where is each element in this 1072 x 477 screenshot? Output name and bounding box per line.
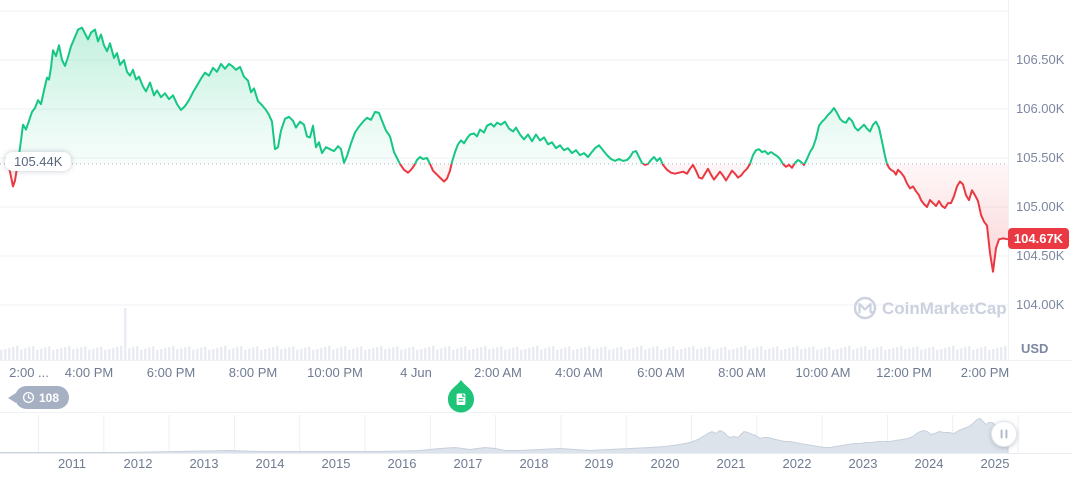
navigator-history-area [0, 417, 1009, 454]
year-label: 2017 [453, 456, 483, 471]
watermark-text: CoinMarketCap [882, 299, 1007, 318]
x-axis-tick-label: 8:00 PM [228, 365, 278, 380]
x-axis-tick-label: 6:00 PM [146, 365, 196, 380]
range-navigator[interactable] [0, 412, 1072, 477]
x-axis-tick-label: 8:00 AM [718, 365, 766, 380]
drag-handle-icon [1000, 429, 1003, 439]
y-axis-tick-label: 104.50K [1016, 248, 1065, 263]
x-axis-tick-label: 6:00 AM [637, 365, 685, 380]
year-label: 2020 [650, 456, 680, 471]
clock-history-icon [22, 391, 35, 404]
volume-bars [0, 308, 1007, 360]
x-axis-tick-label: 2:00 ... [9, 365, 49, 380]
y-axis-tick-label: 106.00K [1016, 101, 1065, 116]
year-label: 2015 [321, 456, 351, 471]
price-line-up [5, 26, 889, 164]
year-label: 2021 [716, 456, 746, 471]
year-label: 2019 [584, 456, 614, 471]
x-axis-tick-label: 2:00 PM [960, 365, 1010, 380]
coinmarketcap-watermark: CoinMarketCap [853, 296, 1007, 320]
year-label: 2011 [58, 456, 86, 471]
baseline-price-pill: 105.44K [5, 152, 72, 171]
area-below-baseline [6, 163, 1008, 272]
x-axis-tick-label: 10:00 AM [795, 365, 851, 380]
price-chart[interactable] [0, 0, 1072, 360]
x-axis-divider [0, 360, 1072, 361]
history-count-badge[interactable]: 108 [7, 386, 70, 409]
year-label: 2016 [387, 456, 417, 471]
coinmarketcap-logo-icon [853, 296, 877, 320]
navigator-chart[interactable] [0, 414, 1072, 459]
x-axis-tick-label: 4:00 PM [64, 365, 114, 380]
y-axis-unit-label: USD [1021, 341, 1049, 356]
year-label: 2014 [255, 456, 285, 471]
year-label: 2023 [848, 456, 878, 471]
y-axis-tick-label: 104.00K [1016, 297, 1065, 312]
y-axis-tick-label: 106.50K [1016, 52, 1065, 67]
area-above-baseline [6, 27, 887, 164]
x-axis-tick-label: 4:00 AM [555, 365, 603, 380]
year-label: 2022 [782, 456, 812, 471]
year-label: 2025 [980, 456, 1010, 471]
year-label: 2024 [914, 456, 944, 471]
history-count: 108 [39, 390, 60, 405]
x-axis-tick-label: 10:00 PM [307, 365, 363, 380]
year-label: 2013 [189, 456, 219, 471]
y-axis-tick-label: 105.50K [1016, 150, 1065, 165]
y-axis-tick-label: 105.00K [1016, 199, 1065, 214]
x-axis-tick-label: 4 Jun [400, 365, 432, 380]
news-marker[interactable] [446, 379, 476, 415]
x-axis-tick-label: 2:00 AM [474, 365, 522, 380]
last-price-badge: 104.67K [1008, 228, 1069, 249]
x-axis-tick-label: 12:00 PM [876, 365, 932, 380]
navigator-right-handle[interactable] [991, 421, 1017, 447]
document-icon [456, 393, 466, 405]
year-label: 2012 [123, 456, 153, 471]
year-label: 2018 [519, 456, 549, 471]
